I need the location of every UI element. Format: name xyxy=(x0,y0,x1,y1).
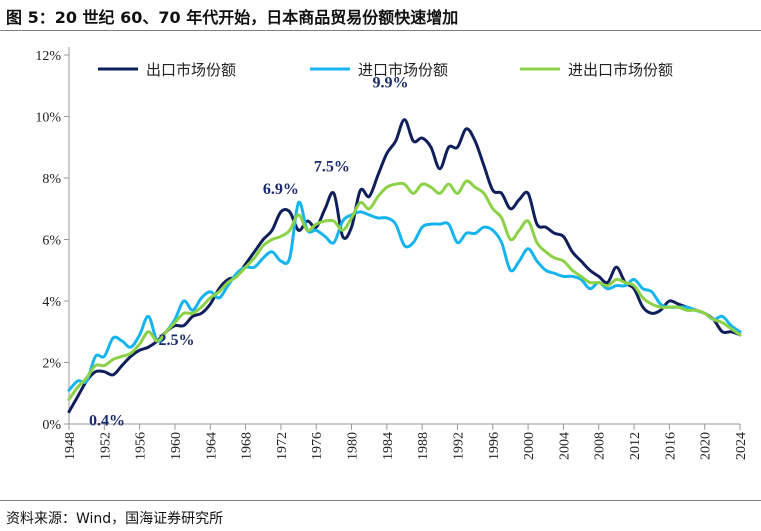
trade-share-line xyxy=(67,179,742,401)
x-tick-label: 2004 xyxy=(557,432,572,460)
x-tick-label: 2008 xyxy=(593,432,608,460)
title-divider xyxy=(0,30,761,31)
x-tick-label: 1960 xyxy=(169,432,184,460)
x-tick-label: 1968 xyxy=(240,432,255,460)
legend-label: 进出口市场份额 xyxy=(568,61,673,79)
legend-label: 出口市场份额 xyxy=(146,61,236,79)
source-note: 资料来源：Wind，国海证券研究所 xyxy=(6,511,224,527)
import-share-line xyxy=(67,200,742,392)
x-tick-label: 1996 xyxy=(487,432,502,460)
x-tick-label: 2012 xyxy=(628,432,643,460)
x-tick-label: 1964 xyxy=(204,432,219,460)
data-label: 9.9% xyxy=(373,75,409,92)
x-tick-label: 1984 xyxy=(381,432,396,460)
x-tick-label: 1976 xyxy=(310,432,325,460)
legend-label: 进口市场份额 xyxy=(358,61,448,79)
data-label: 6.9% xyxy=(263,181,299,198)
y-tick-label: 6% xyxy=(42,234,61,249)
source-divider xyxy=(0,500,761,501)
data-label: 0.4% xyxy=(89,413,125,430)
y-tick-label: 10% xyxy=(35,111,61,126)
x-tick-label: 1988 xyxy=(416,432,431,460)
data-label: 7.5% xyxy=(314,158,350,175)
x-tick-label: 2016 xyxy=(663,432,678,460)
figure-title: 图 5：20 世纪 60、70 年代开始，日本商品贸易份额快速增加 xyxy=(6,8,459,27)
x-tick-label: 2024 xyxy=(734,432,749,460)
x-tick-label: 2020 xyxy=(699,432,714,460)
y-tick-label: 8% xyxy=(42,172,61,187)
x-tick-label: 1980 xyxy=(346,432,361,460)
x-tick-label: 1972 xyxy=(275,432,290,460)
y-tick-label: 0% xyxy=(42,418,61,433)
export-share-line xyxy=(67,118,742,414)
x-tick-label: 1948 xyxy=(63,432,78,460)
x-tick-label: 1992 xyxy=(451,432,466,460)
x-tick-label: 1952 xyxy=(98,432,113,460)
data-label: 2.5% xyxy=(158,332,194,349)
y-tick-label: 12% xyxy=(35,49,61,64)
x-tick-label: 1956 xyxy=(134,432,149,460)
y-tick-label: 4% xyxy=(42,295,61,310)
x-tick-label: 2000 xyxy=(522,432,537,460)
y-tick-label: 2% xyxy=(42,357,61,372)
